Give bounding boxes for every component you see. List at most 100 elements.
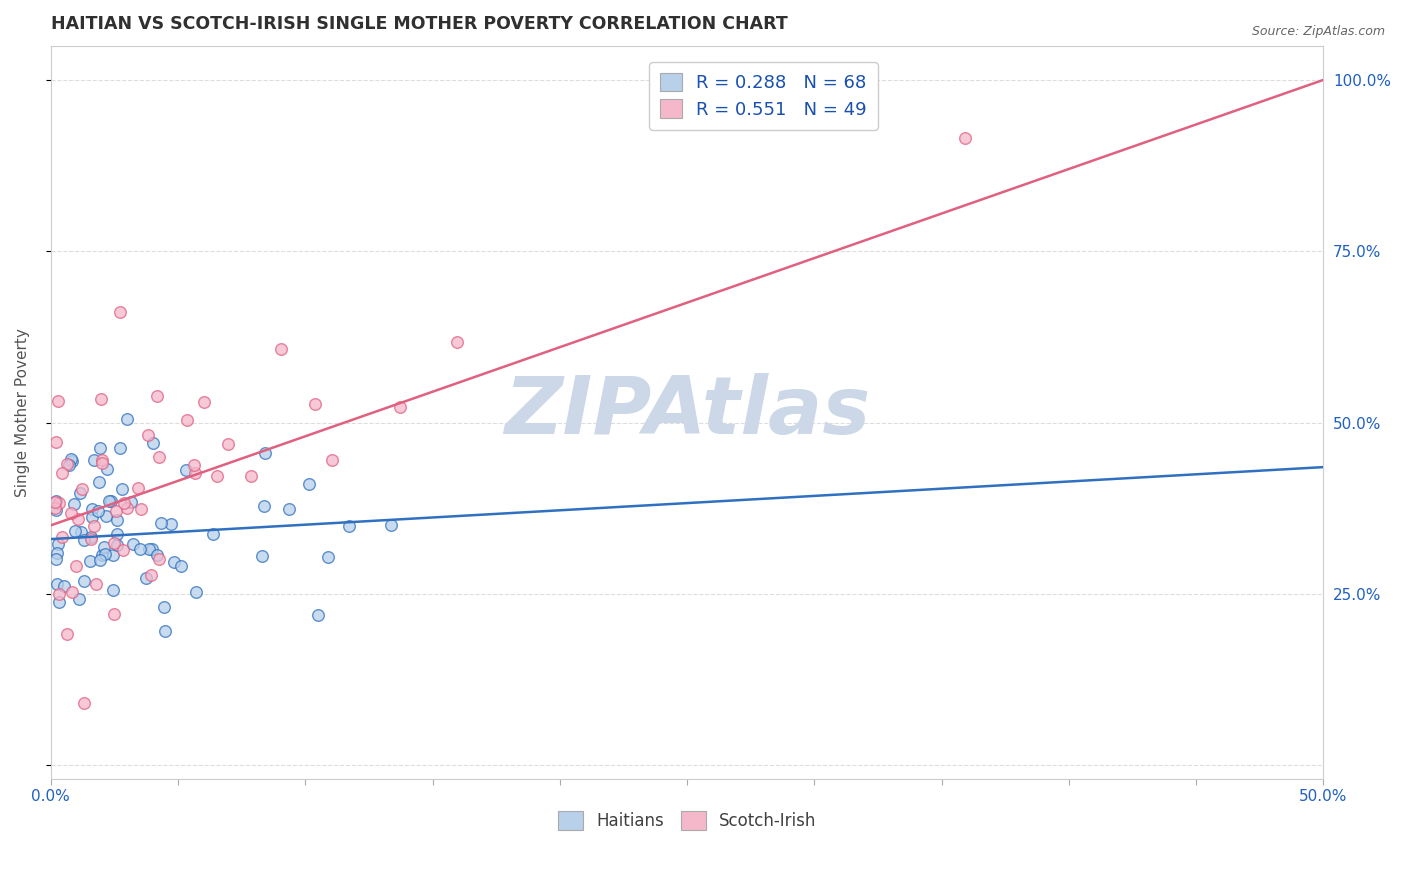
Point bbox=[91, 548, 114, 562]
Point bbox=[46, 536, 69, 550]
Point bbox=[112, 543, 135, 558]
Point bbox=[127, 482, 149, 496]
Point bbox=[70, 482, 93, 496]
Point bbox=[44, 500, 66, 515]
Point bbox=[207, 469, 229, 483]
Point bbox=[97, 494, 120, 508]
Point bbox=[103, 607, 125, 621]
Point bbox=[160, 517, 183, 532]
Point bbox=[184, 466, 207, 480]
Point bbox=[45, 546, 67, 560]
Point bbox=[389, 401, 412, 415]
Point bbox=[45, 552, 67, 566]
Point bbox=[138, 541, 160, 556]
Point bbox=[253, 499, 276, 513]
Point bbox=[446, 334, 468, 349]
Point bbox=[52, 579, 75, 593]
Point bbox=[184, 584, 207, 599]
Point bbox=[90, 392, 112, 406]
Point bbox=[337, 519, 360, 533]
Point bbox=[153, 599, 176, 614]
Point bbox=[217, 437, 239, 451]
Point bbox=[58, 458, 80, 472]
Point bbox=[105, 538, 128, 552]
Point bbox=[174, 463, 197, 477]
Point bbox=[278, 501, 301, 516]
Point bbox=[48, 595, 70, 609]
Point bbox=[108, 304, 131, 318]
Point bbox=[103, 536, 125, 550]
Point bbox=[316, 549, 339, 564]
Text: HAITIAN VS SCOTCH-IRISH SINGLE MOTHER POVERTY CORRELATION CHART: HAITIAN VS SCOTCH-IRISH SINGLE MOTHER PO… bbox=[51, 15, 787, 33]
Point bbox=[321, 453, 343, 467]
Point bbox=[60, 452, 83, 467]
Point bbox=[163, 556, 186, 570]
Point bbox=[63, 524, 86, 538]
Point bbox=[183, 458, 205, 473]
Point bbox=[69, 485, 91, 500]
Point bbox=[270, 342, 292, 356]
Point bbox=[380, 518, 402, 533]
Point bbox=[79, 554, 101, 568]
Point bbox=[112, 495, 135, 509]
Point bbox=[82, 501, 104, 516]
Point bbox=[60, 585, 83, 599]
Point bbox=[46, 394, 69, 409]
Point bbox=[141, 541, 163, 556]
Point bbox=[304, 397, 326, 411]
Point bbox=[135, 571, 157, 585]
Point bbox=[51, 466, 73, 480]
Point bbox=[83, 519, 105, 533]
Point bbox=[953, 131, 976, 145]
Point bbox=[307, 608, 329, 623]
Point bbox=[56, 457, 79, 471]
Point bbox=[142, 436, 165, 450]
Point bbox=[170, 559, 193, 574]
Point bbox=[100, 494, 122, 508]
Point bbox=[73, 533, 96, 547]
Point bbox=[46, 577, 69, 591]
Point bbox=[65, 558, 87, 573]
Point bbox=[105, 504, 128, 518]
Point bbox=[94, 508, 117, 523]
Point bbox=[91, 452, 114, 467]
Point bbox=[80, 510, 103, 524]
Point bbox=[148, 450, 170, 464]
Point bbox=[59, 506, 82, 520]
Point bbox=[80, 530, 103, 544]
Point bbox=[146, 548, 169, 562]
Point bbox=[73, 574, 96, 588]
Text: Source: ZipAtlas.com: Source: ZipAtlas.com bbox=[1251, 25, 1385, 38]
Point bbox=[129, 541, 152, 556]
Y-axis label: Single Mother Poverty: Single Mother Poverty bbox=[15, 328, 30, 497]
Point bbox=[105, 527, 128, 541]
Point bbox=[45, 435, 67, 450]
Point bbox=[80, 532, 103, 546]
Point bbox=[176, 413, 198, 427]
Point bbox=[101, 549, 124, 563]
Point bbox=[84, 577, 107, 591]
Point bbox=[67, 512, 90, 526]
Point bbox=[129, 502, 152, 516]
Point bbox=[136, 428, 159, 442]
Point bbox=[44, 495, 66, 509]
Point bbox=[56, 627, 79, 641]
Point bbox=[101, 582, 124, 597]
Point bbox=[250, 549, 273, 564]
Point bbox=[115, 411, 138, 425]
Point bbox=[93, 540, 115, 554]
Point bbox=[121, 537, 143, 551]
Point bbox=[253, 446, 276, 460]
Point bbox=[115, 500, 138, 515]
Point bbox=[139, 568, 162, 582]
Point bbox=[70, 524, 93, 539]
Point bbox=[239, 469, 262, 483]
Point bbox=[45, 494, 67, 508]
Point bbox=[120, 495, 142, 509]
Point bbox=[105, 513, 128, 527]
Point bbox=[298, 477, 321, 491]
Point bbox=[45, 502, 67, 516]
Point bbox=[201, 526, 224, 541]
Point bbox=[149, 516, 172, 531]
Point bbox=[155, 624, 177, 638]
